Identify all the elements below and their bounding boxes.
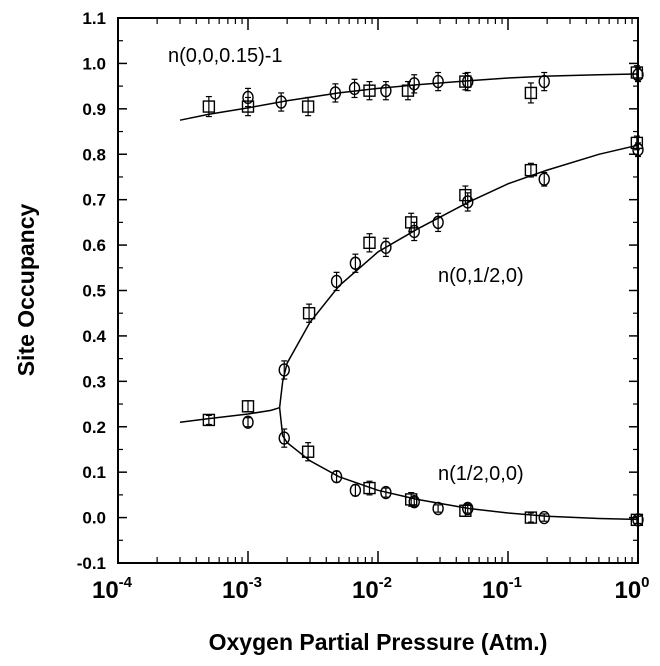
square-marker [524, 511, 538, 524]
x-tick-label: 100 [614, 574, 649, 604]
data-points [202, 65, 644, 527]
circle-marker [462, 195, 474, 209]
x-tick-label: 10-4 [92, 574, 133, 604]
axis-ticks [117, 17, 639, 564]
square-marker [301, 445, 315, 458]
circle-marker [632, 513, 644, 527]
y-tick-label: 0.8 [82, 145, 106, 164]
y-tick-label: 1.0 [82, 54, 106, 73]
circle-marker [330, 274, 343, 289]
y-tick-label: 1.1 [82, 9, 106, 28]
circle-marker [462, 74, 474, 89]
plot-frame [117, 17, 639, 564]
y-tick-label: 0.0 [82, 509, 106, 528]
y-tick-labels: -0.1 0.0 0.1 0.2 0.3 0.4 0.5 0.6 0.7 0.8 0.9 1.0 1.1 [77, 9, 107, 573]
circle-marker [329, 86, 342, 100]
y-tick-label: 0.1 [82, 463, 106, 482]
y-tick-label: 0.2 [82, 418, 106, 437]
circle-marker [408, 494, 420, 509]
circle-marker [632, 68, 644, 82]
circle-marker [462, 501, 474, 516]
fit-curve [278, 144, 639, 408]
circle-marker [432, 215, 444, 230]
y-tick-label: 0.6 [82, 236, 106, 255]
circle-marker [349, 256, 362, 270]
square-marker [404, 493, 418, 506]
square-marker [524, 86, 538, 100]
x-tick-label: 10-2 [352, 574, 392, 604]
square-marker [202, 100, 216, 113]
circle-marker [538, 74, 550, 89]
circle-marker [538, 172, 550, 186]
square-marker [241, 400, 255, 413]
circle-marker [408, 77, 420, 91]
x-axis-title: Oxygen Partial Pressure (Atm.) [209, 629, 548, 655]
square-marker [301, 100, 315, 113]
square-marker [363, 236, 376, 250]
square-marker [459, 188, 472, 202]
square-marker [302, 307, 316, 320]
circle-marker [632, 143, 644, 157]
fit-curve [179, 73, 639, 121]
square-marker [363, 481, 376, 495]
circle-marker [538, 510, 550, 525]
fit-curve [179, 406, 280, 423]
circle-marker [432, 501, 444, 516]
annotation-bottom: n(1/2,0,0) [438, 463, 524, 485]
square-marker [401, 84, 415, 97]
x-tick-label: 10-1 [482, 574, 522, 604]
x-tick-label: 10-3 [222, 574, 262, 604]
y-axis-title: Site Occupancy [13, 204, 39, 377]
circle-marker [242, 415, 254, 429]
circle-marker [278, 363, 290, 377]
y-tick-label: -0.1 [77, 554, 106, 573]
y-tick-label: 0.9 [82, 100, 106, 119]
square-marker [459, 504, 472, 517]
circle-marker [432, 74, 444, 89]
y-tick-label: 0.7 [82, 191, 106, 210]
square-marker [202, 413, 216, 427]
circle-marker [380, 485, 392, 500]
circle-marker [242, 90, 254, 105]
square-marker [630, 136, 644, 150]
square-marker [524, 163, 538, 177]
x-tick-labels: 10-4 10-3 10-2 10-1 100 [92, 574, 650, 604]
circle-marker [408, 224, 420, 239]
circle-marker [349, 483, 362, 498]
fit-curve [278, 407, 639, 521]
circle-marker [278, 431, 290, 445]
y-tick-label: 0.4 [82, 327, 106, 346]
circle-marker [380, 240, 392, 255]
square-marker [363, 84, 376, 97]
y-tick-label: 0.3 [82, 372, 106, 391]
fit-curves [179, 73, 639, 521]
circle-marker [348, 81, 361, 96]
y-tick-label: 0.5 [82, 282, 106, 301]
annotation-middle: n(0,1/2,0) [438, 265, 524, 287]
annotation-top: n(0,0,0.15)-1 [168, 45, 283, 67]
circle-marker [330, 470, 343, 484]
circle-marker [380, 83, 392, 98]
circle-marker [275, 95, 287, 109]
